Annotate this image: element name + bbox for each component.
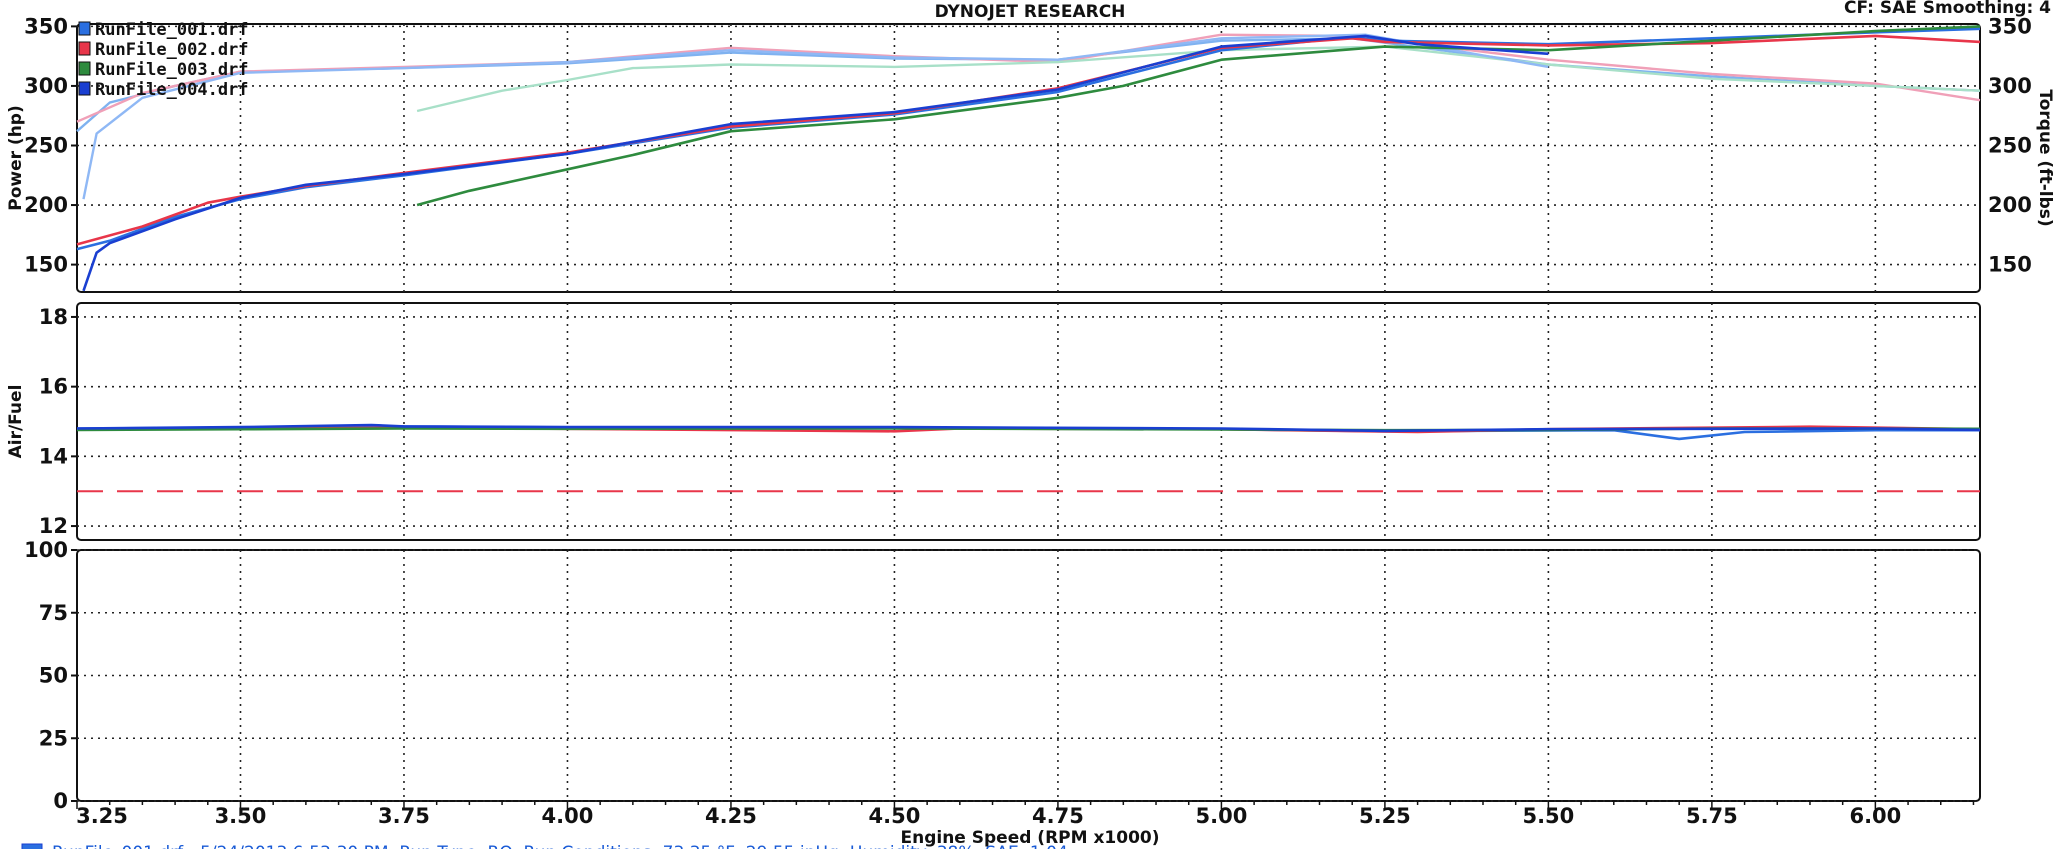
y-tick-label: 150: [24, 253, 68, 277]
x-tick-label: 4.75: [1032, 804, 1084, 828]
x-tick-label: 4.00: [542, 804, 594, 828]
y-right-tick-label: 300: [1988, 74, 2032, 98]
legend-label: RunFile_003.drf: [95, 60, 249, 80]
y-tick-label: 25: [39, 726, 68, 750]
x-tick-label: 5.50: [1522, 804, 1574, 828]
legend-swatch: [78, 21, 91, 36]
panel-blank: 0 25 50 75 100: [24, 538, 1981, 813]
y-right-tick-label: 200: [1988, 193, 2032, 217]
x-tick-label: 6.00: [1849, 804, 1901, 828]
legend: RunFile_001.drfRunFile_002.drfRunFile_00…: [78, 20, 249, 100]
y-tick-label: 100: [24, 538, 68, 562]
chart-title: DYNOJET RESEARCH: [935, 2, 1126, 22]
x-tick-label: 5.25: [1359, 804, 1411, 828]
y-right-axis-label: Torque (ft-lbs): [2035, 89, 2055, 226]
y-right-tick-label: 350: [1988, 14, 2032, 38]
y-axis-label: Power (hp): [6, 105, 26, 211]
y-tick-label: 12: [39, 514, 68, 538]
x-tick-label: 3.50: [215, 804, 267, 828]
panel-air-fuel: 12 14 16 18 Air/Fuel: [6, 302, 1981, 541]
legend-label: RunFile_002.drf: [95, 40, 249, 60]
y-tick-label: 18: [39, 305, 68, 329]
legend-swatch: [78, 81, 91, 96]
y-tick-label: 250: [24, 133, 68, 157]
series-line-runfile_004-drf: [76, 423, 1981, 433]
panel-frame: [76, 23, 1981, 293]
x-tick-label: 4.25: [705, 804, 757, 828]
series-line-runfile_004-drf-power: [82, 34, 1549, 292]
x-tick-label: 5.75: [1686, 804, 1738, 828]
y-tick-label: 200: [24, 193, 68, 217]
series-line-runfile_003-drf-torque: [416, 45, 1981, 113]
y-right-tick-label: 250: [1988, 133, 2032, 157]
legend-swatch: [78, 41, 91, 56]
y-tick-label: 16: [39, 375, 68, 399]
legend-label: RunFile_001.drf: [95, 20, 249, 40]
legend-label: RunFile_004.drf: [95, 80, 249, 100]
y-tick-label: 0: [53, 789, 68, 813]
x-axis-label: Engine Speed (RPM x1000): [900, 828, 1159, 848]
legend-swatch: [78, 61, 91, 76]
panel-frame: [76, 302, 1981, 541]
panel-power-torque: 150 200 250 300 350 150 200 250 300 350 Power (hp)…: [6, 14, 2055, 293]
footer-run-icon: [21, 843, 43, 853]
y-right-tick-label: 150: [1988, 253, 2032, 277]
y-tick-label: 75: [39, 601, 68, 625]
x-tick-label: 3.75: [378, 804, 430, 828]
x-tick-label: 4.50: [869, 804, 921, 828]
y-tick-label: 300: [24, 74, 68, 98]
x-tick-label: 3.25: [76, 804, 128, 828]
chart-settings-label: CF: SAE Smoothing: 4: [1844, 0, 2051, 18]
y-axis-label: Air/Fuel: [6, 385, 26, 459]
y-tick-label: 50: [39, 664, 68, 688]
y-tick-label: 350: [24, 14, 68, 38]
y-tick-label: 14: [39, 444, 68, 468]
x-tick-label: 5.00: [1196, 804, 1248, 828]
series-line-runfile_003-drf-power: [416, 25, 1981, 207]
footer-run-info: RunFile_001.drf - 5/24/2013 6:53:30 PM, …: [52, 843, 1068, 849]
series-line-runfile_004-drf-torque: [82, 33, 1549, 200]
